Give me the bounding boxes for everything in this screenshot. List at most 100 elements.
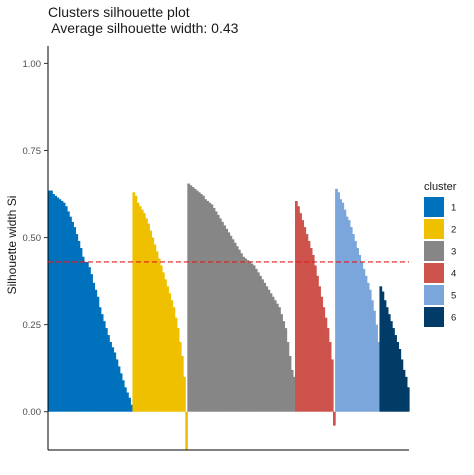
y-tick-label: 0.00 [23,407,42,418]
silhouette-bar [73,227,77,412]
silhouette-bar [242,256,245,412]
silhouette-bar [227,232,231,412]
y-tick-label: 0.25 [23,320,42,331]
silhouette-bar [187,183,191,412]
silhouette-bar [71,221,74,412]
silhouette-bar [385,307,389,412]
silhouette-bar [96,296,100,412]
legend-label: 1 [451,203,456,214]
silhouette-bar [328,342,332,412]
y-axis-title: Silhouette width Si [5,196,19,295]
silhouette-bar [352,234,355,412]
silhouette-bar [94,289,98,412]
silhouette-bar [343,209,347,412]
silhouette-bar [303,227,307,412]
silhouette-bar [90,274,93,412]
silhouette-bar [113,352,117,412]
silhouette-bar [297,206,300,412]
silhouette-bar [162,272,165,412]
silhouette-bar [124,387,127,412]
silhouette-bar [119,373,123,412]
silhouette-bar [134,195,138,412]
silhouette-bar [138,206,142,412]
y-tick-label: 0.75 [23,146,42,157]
silhouette-bar [311,254,315,412]
silhouette-bar [225,228,229,412]
silhouette-bar [147,223,150,412]
silhouette-bar [164,279,167,412]
silhouette-bar [335,188,338,412]
silhouette-bar [86,261,89,412]
silhouette-bar [254,268,258,412]
silhouette-bar [210,204,214,412]
legend-label: 6 [451,313,456,324]
silhouette-bar [121,380,125,412]
silhouette-bar [250,263,254,412]
silhouette-bar [349,227,353,412]
silhouette-bar [172,307,176,412]
silhouette-bar [214,211,218,412]
silhouette-bar [197,192,201,412]
silhouette-bar [337,192,340,412]
silhouette-bar [105,328,108,412]
silhouette-bar [206,200,210,412]
silhouette-bar [326,328,330,412]
legend-label: 4 [451,269,456,280]
silhouette-bar [360,261,364,412]
silhouette-bar [278,307,281,412]
silhouette-bar [377,342,381,412]
silhouette-bar [75,234,79,412]
legend: 1 2 3 4 5 6 [424,197,456,327]
silhouette-bar [404,376,408,412]
silhouette-bar [60,200,64,412]
silhouette-bar [394,335,397,412]
silhouette-bar [307,241,311,412]
silhouette-bar [265,286,269,412]
silhouette-bar [64,206,68,412]
silhouette-bar [50,190,53,412]
silhouette-bar [330,359,334,412]
chart-subtitle: Average silhouette width: 0.43 [48,20,239,36]
silhouette-bar [387,314,391,412]
silhouette-bar [316,275,319,412]
silhouette-bar [170,300,174,412]
silhouette-bar [320,296,324,412]
silhouette-bar [309,248,313,412]
silhouette-bar [354,241,357,412]
silhouette-bar [305,234,309,412]
silhouette-bar [56,197,60,412]
silhouette-bar [67,211,70,412]
silhouette-bar [79,248,83,412]
silhouette-bar [398,349,402,412]
silhouette-bar [191,187,195,412]
silhouette-bar [341,202,345,412]
silhouette-bar [48,190,51,412]
silhouette-bar [257,272,260,412]
silhouette-bar [364,275,368,412]
silhouette-bar [366,282,370,412]
silhouette-bar [102,321,106,412]
silhouette-bar [375,324,378,412]
silhouette-bar [77,241,81,412]
silhouette-bar [267,289,271,412]
silhouette-bar [54,195,58,412]
silhouette-bar [176,328,180,412]
silhouette-bar [109,342,112,412]
silhouette-bar [396,342,400,412]
silhouette-bar [168,293,172,412]
legend-title: cluster [424,181,457,193]
silhouette-bar [261,279,264,412]
silhouette-bar [126,392,129,412]
legend-key [424,241,444,261]
silhouette-bar [324,317,328,412]
silhouette-bar [368,289,372,412]
y-tick-label: 1.00 [23,59,42,70]
silhouette-bar [295,200,298,412]
silhouette-bar [88,267,91,412]
legend-label: 2 [451,225,456,236]
silhouette-bar [301,220,305,412]
legend-key [424,197,444,217]
silhouette-bar [83,261,87,412]
silhouette-bar [314,265,317,412]
silhouette-bar [157,258,161,412]
